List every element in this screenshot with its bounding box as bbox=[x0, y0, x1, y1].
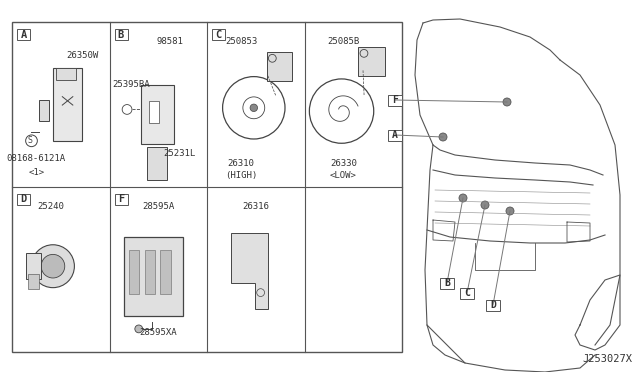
Bar bbox=[26, 253, 41, 279]
Polygon shape bbox=[232, 233, 268, 309]
Text: F: F bbox=[118, 195, 124, 205]
Bar bbox=[388, 94, 402, 106]
Bar bbox=[212, 29, 225, 40]
Bar bbox=[141, 85, 174, 144]
Text: 25231L: 25231L bbox=[164, 150, 196, 158]
Bar bbox=[115, 194, 127, 205]
Text: 26316: 26316 bbox=[243, 202, 269, 211]
Text: F: F bbox=[392, 95, 398, 105]
Bar bbox=[129, 250, 140, 294]
Circle shape bbox=[503, 98, 511, 106]
Text: 26350W: 26350W bbox=[66, 51, 99, 60]
Bar bbox=[161, 250, 171, 294]
Bar bbox=[28, 275, 39, 289]
Text: 25395BA: 25395BA bbox=[112, 80, 150, 89]
Text: 26310: 26310 bbox=[228, 159, 255, 169]
Text: D: D bbox=[490, 300, 496, 310]
Text: C: C bbox=[464, 288, 470, 298]
Bar bbox=[115, 29, 127, 40]
Bar bbox=[149, 101, 159, 123]
Text: J253027X: J253027X bbox=[582, 354, 632, 364]
Bar bbox=[358, 47, 385, 77]
Circle shape bbox=[506, 207, 514, 215]
Bar bbox=[17, 194, 30, 205]
Text: <1>: <1> bbox=[28, 168, 44, 177]
Text: (HIGH): (HIGH) bbox=[225, 171, 257, 180]
Bar bbox=[17, 29, 30, 40]
Text: 25085B: 25085B bbox=[328, 37, 360, 46]
Text: 28595A: 28595A bbox=[142, 202, 174, 211]
Bar bbox=[486, 299, 500, 311]
Text: S: S bbox=[27, 136, 32, 145]
Bar bbox=[145, 250, 155, 294]
Text: <LOW>: <LOW> bbox=[330, 171, 357, 180]
Bar bbox=[388, 129, 402, 141]
Circle shape bbox=[439, 133, 447, 141]
Text: B: B bbox=[444, 278, 450, 288]
Circle shape bbox=[481, 201, 489, 209]
Bar bbox=[53, 68, 82, 141]
Bar bbox=[39, 100, 49, 121]
Text: 98581: 98581 bbox=[157, 37, 184, 46]
Bar bbox=[268, 52, 292, 81]
Text: A: A bbox=[20, 29, 27, 39]
Bar bbox=[440, 278, 454, 289]
Bar bbox=[460, 288, 474, 298]
Circle shape bbox=[459, 194, 467, 202]
Text: A: A bbox=[392, 130, 398, 140]
Text: C: C bbox=[216, 29, 221, 39]
Text: 250853: 250853 bbox=[225, 37, 257, 46]
Circle shape bbox=[135, 325, 143, 333]
Text: 26330: 26330 bbox=[330, 159, 357, 169]
Circle shape bbox=[250, 104, 257, 112]
Text: 28595XA: 28595XA bbox=[140, 328, 177, 337]
Circle shape bbox=[41, 254, 65, 278]
Bar bbox=[12, 22, 402, 352]
Text: B: B bbox=[118, 29, 124, 39]
Bar bbox=[147, 147, 167, 180]
Bar bbox=[124, 237, 182, 316]
Text: D: D bbox=[20, 195, 27, 205]
Text: 25240: 25240 bbox=[38, 202, 65, 211]
Text: 08168-6121A: 08168-6121A bbox=[7, 154, 66, 163]
Circle shape bbox=[31, 245, 74, 288]
Bar bbox=[56, 68, 76, 80]
